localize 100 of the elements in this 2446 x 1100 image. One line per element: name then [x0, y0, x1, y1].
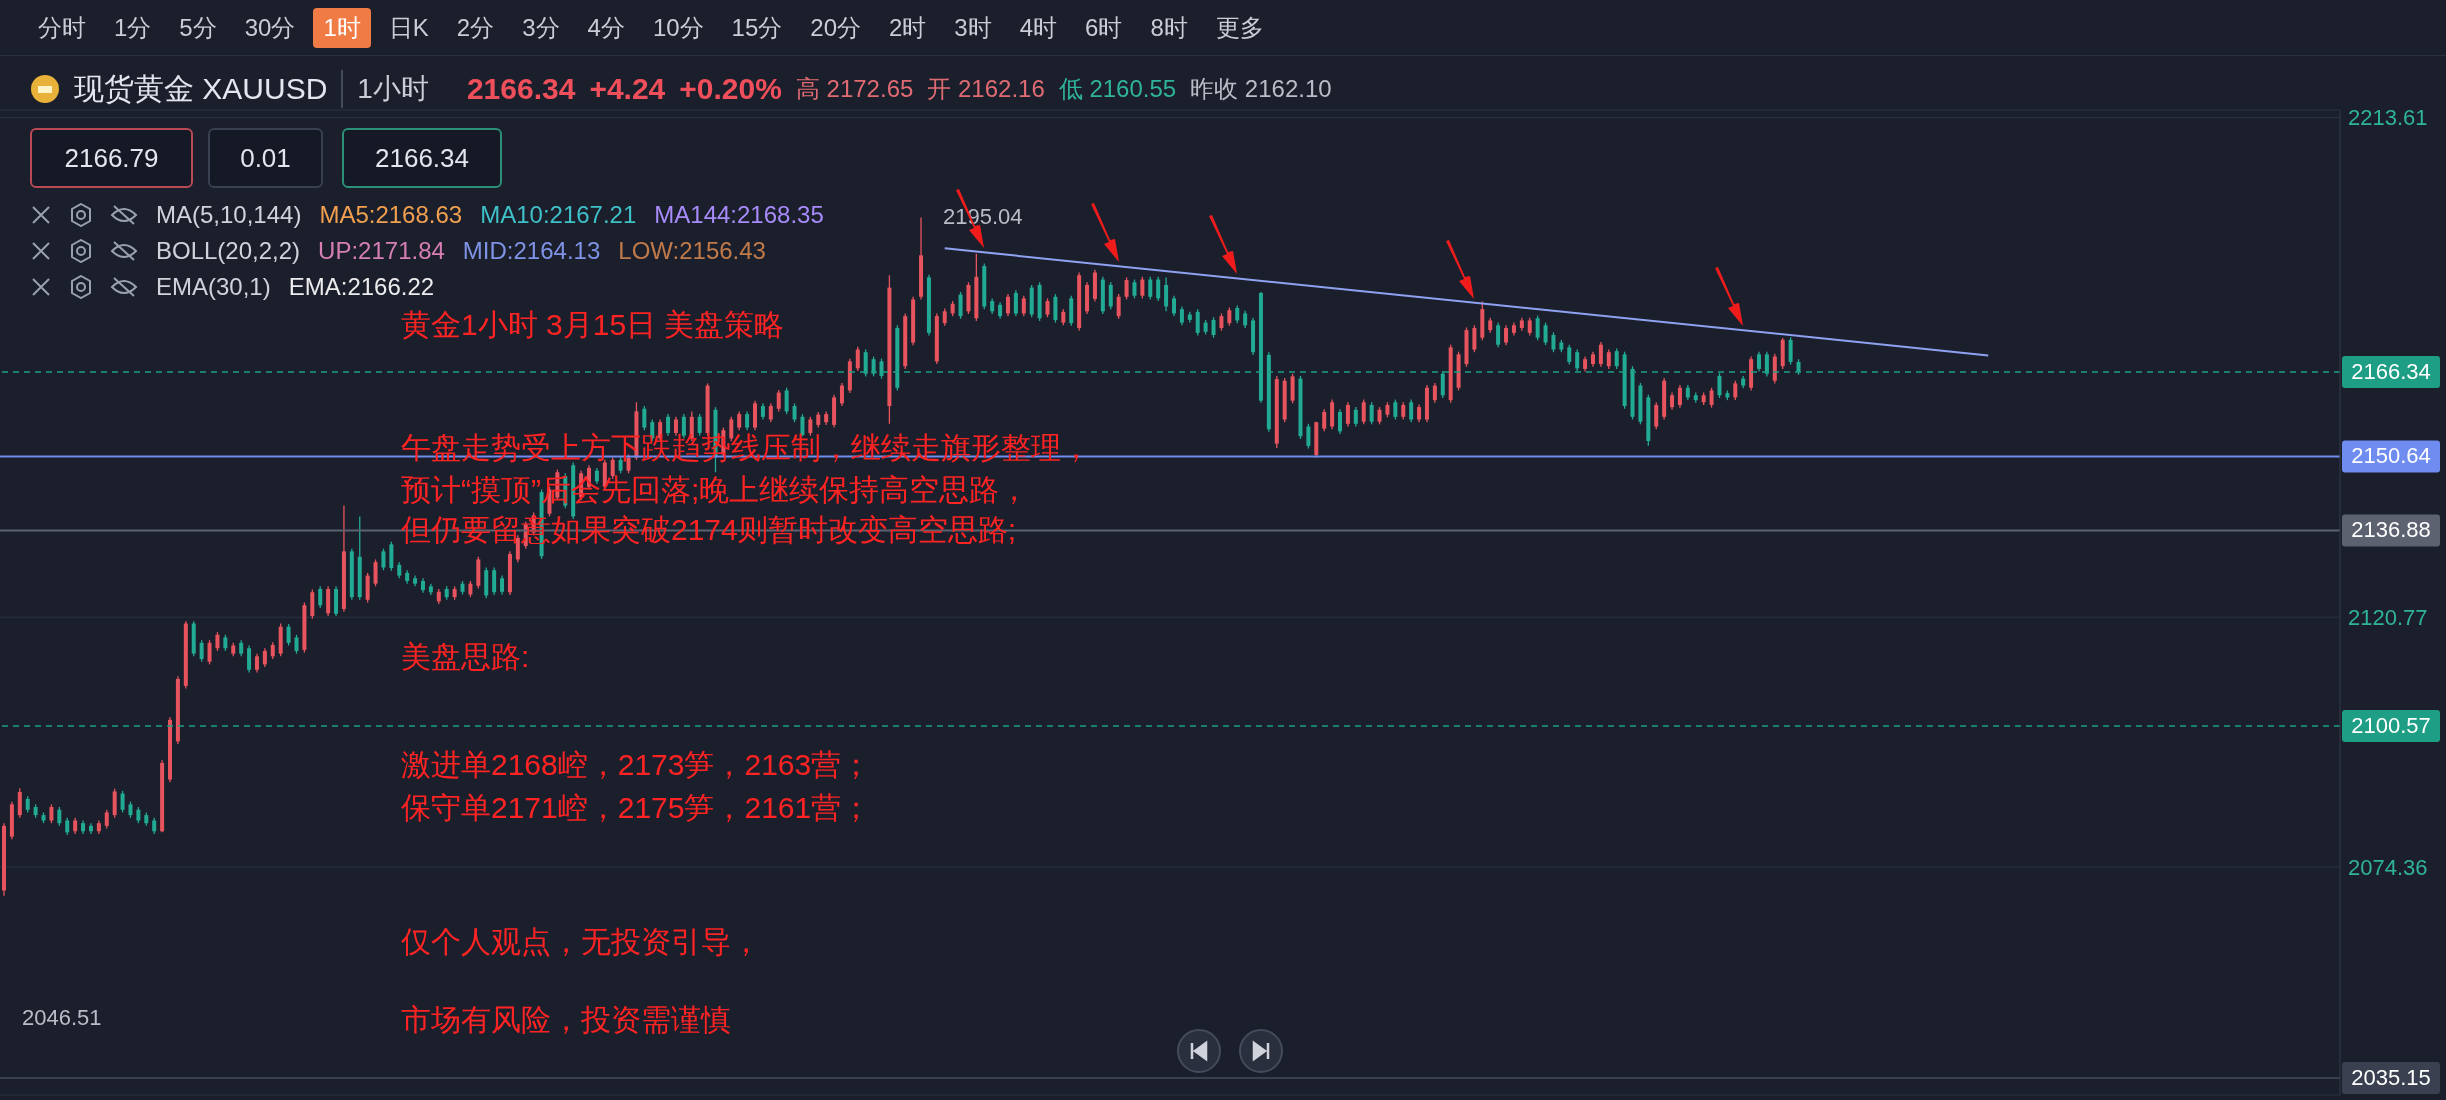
text: 1时: [313, 7, 371, 48]
candlestick: [104, 809, 109, 830]
text: 4时: [1018, 12, 1059, 43]
ref-line-label: 2035.15: [2351, 1064, 2431, 1090]
y-tick-label: 2074.36: [2348, 854, 2428, 880]
text: +0.20%: [679, 72, 782, 106]
candlestick: [389, 541, 394, 572]
text: 昨收 2162.10: [1190, 74, 1332, 104]
candlestick: [1757, 351, 1761, 373]
candlestick: [792, 402, 797, 423]
candlestick: [1306, 423, 1311, 450]
candlestick: [1614, 347, 1619, 370]
text: 分时: [37, 12, 87, 43]
text: 8时: [1149, 12, 1189, 43]
text: +4.24: [589, 72, 666, 106]
annotation: 0.01: [208, 128, 323, 188]
annotation: 2166.34: [342, 128, 502, 188]
candlestick: [49, 803, 54, 824]
candlestick: [1156, 276, 1161, 302]
candlestick: [492, 566, 497, 596]
annotation: MA10:2167.21: [480, 201, 637, 229]
candlestick: [254, 652, 259, 674]
candlestick: [1353, 406, 1358, 428]
ref-line-label: 2166.34: [2351, 358, 2431, 384]
text: 5分: [178, 12, 218, 43]
annotation: LOW:2156.43: [618, 237, 766, 265]
candlestick: [294, 634, 299, 655]
text: 2分: [455, 12, 496, 43]
annotation: MID:2164.13: [462, 237, 601, 265]
candlestick: [839, 382, 844, 407]
annotation: MA144:2168.35: [654, 201, 824, 229]
y-tick-label: 2213.61: [2348, 105, 2428, 131]
annotation: MA(5,10,144): [156, 201, 302, 229]
candlestick: [855, 346, 860, 372]
candlestick: [737, 410, 742, 431]
candlestick: [1575, 348, 1580, 372]
candlestick: [871, 355, 876, 378]
candlestick: [1013, 289, 1018, 317]
candlestick: [318, 585, 323, 609]
annotation: 仅个人观点，无投资引导，: [401, 924, 761, 960]
candlestick: [1472, 324, 1477, 353]
candlestick: [1432, 382, 1437, 404]
candlestick: [1132, 278, 1137, 300]
annotation: MA5:2168.63: [319, 201, 463, 229]
candlestick: [1005, 293, 1010, 317]
candlestick: [863, 348, 868, 378]
text: 更多: [1214, 12, 1265, 43]
annotation: 2046.51: [22, 1004, 102, 1032]
candlestick: [1369, 401, 1374, 425]
candlestick: [1164, 276, 1169, 312]
candlestick: [1709, 387, 1714, 409]
candlestick: [776, 389, 781, 413]
candlestick: [373, 558, 378, 587]
candlestick: [215, 631, 220, 652]
annotation: 2166.79: [30, 128, 193, 188]
chart-title: 现货黄金 XAUUSD: [74, 70, 328, 107]
candlestick: [1606, 348, 1611, 370]
candlestick: [500, 574, 505, 596]
annotation: 美盘思路:: [401, 639, 530, 675]
candlestick: [1195, 308, 1200, 337]
candlestick: [1322, 408, 1327, 432]
candlestick: [17, 787, 22, 819]
candlestick: [262, 647, 267, 668]
candlestick: [1504, 324, 1509, 346]
candlestick: [958, 291, 963, 320]
candlestick: [879, 358, 884, 380]
candlestick: [1021, 295, 1026, 317]
ref-line-label: 2100.57: [2351, 712, 2431, 738]
text: 高 2172.65: [795, 74, 914, 104]
candlestick: [1338, 408, 1343, 435]
candlestick: [1440, 370, 1445, 399]
text: 低 2160.55: [1058, 74, 1177, 104]
candlestick: [768, 402, 773, 423]
candlestick: [1179, 305, 1184, 326]
candlestick: [57, 806, 62, 827]
candlestick: [1788, 336, 1793, 366]
candlestick: [1148, 276, 1153, 301]
candlestick: [1677, 384, 1682, 409]
candlestick: [1045, 297, 1050, 318]
candlestick: [120, 790, 125, 814]
ref-line-label: 2136.88: [2351, 517, 2431, 543]
candlestick: [1053, 293, 1058, 324]
candlestick: [207, 639, 212, 666]
candlestick: [1172, 295, 1176, 317]
candlestick: [286, 623, 291, 647]
candlestick: [1345, 401, 1350, 428]
text: 2166.34: [466, 72, 576, 106]
annotation: 市场有风险，投资需谨慎: [401, 1002, 731, 1038]
candlestick: [1654, 401, 1659, 430]
chart-subtitle: 1小时: [341, 70, 429, 108]
candlestick: [1211, 316, 1216, 339]
ref-line-label: 2150.64: [2351, 443, 2431, 469]
candlestick: [1124, 276, 1129, 301]
candlestick: [1717, 372, 1722, 399]
candlestick: [1543, 321, 1548, 346]
annotation: UP:2171.84: [318, 237, 445, 265]
candlestick: [1393, 398, 1398, 421]
candlestick: [697, 413, 702, 437]
candlestick: [745, 410, 750, 431]
text: 10分: [651, 12, 705, 43]
